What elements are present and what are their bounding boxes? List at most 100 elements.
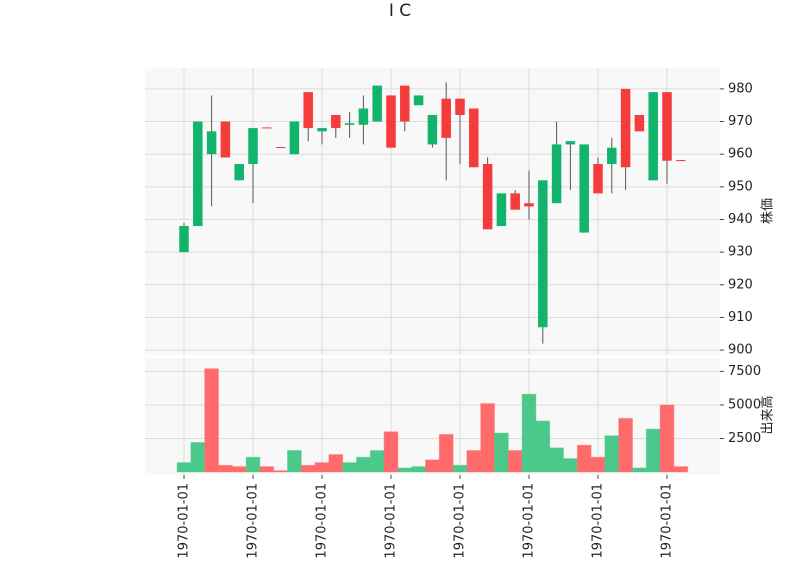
volume-bar	[563, 458, 578, 473]
candle-body	[275, 147, 286, 149]
candle-body	[441, 98, 451, 138]
candle-body	[579, 144, 589, 233]
volume-bar	[618, 417, 634, 473]
volume-bar	[576, 444, 592, 473]
volume-bar	[356, 456, 371, 473]
candle-body	[496, 193, 507, 227]
candle-body	[317, 128, 327, 132]
x-tick-label: 1970-01-01	[384, 483, 399, 559]
x-tick-label: 1970-01-01	[246, 483, 261, 559]
volume-bar	[452, 464, 468, 473]
x-tick-label: 1970-01-01	[660, 483, 675, 559]
candle-body	[289, 121, 300, 155]
volume-bar	[494, 432, 509, 473]
candle-body	[607, 147, 617, 164]
volume-bar	[659, 404, 675, 473]
candle-body	[455, 98, 465, 116]
candle-body	[372, 85, 382, 122]
volume-bar	[273, 470, 289, 473]
y-axis-label: 株価	[761, 198, 776, 224]
volume-tick-label: 2500	[728, 431, 761, 446]
volume-bar	[425, 459, 440, 473]
candle-body	[358, 108, 369, 125]
volume-bar	[645, 428, 661, 473]
candle-body	[482, 163, 493, 230]
x-tick-label: 1970-01-01	[591, 483, 606, 559]
x-tick-label: 1970-01-01	[453, 483, 468, 559]
volume-bar	[245, 456, 261, 473]
candle-body	[400, 85, 410, 122]
volume-bar	[204, 368, 219, 473]
volume-bar	[342, 462, 358, 473]
volume-bar	[259, 466, 275, 473]
volume-bar	[287, 450, 302, 473]
candle-body	[179, 226, 189, 253]
candle-body	[206, 131, 217, 155]
candle-body	[551, 144, 562, 204]
candle-body	[620, 88, 631, 168]
y-tick-label: 960	[728, 147, 753, 162]
candle-body	[248, 128, 258, 164]
volume-bar	[632, 467, 647, 473]
volume-bar	[176, 462, 192, 473]
volume-panel	[145, 358, 720, 475]
y-tick-label: 920	[728, 277, 753, 292]
candle-body	[648, 92, 658, 181]
volume-bar	[590, 456, 606, 473]
candle-body	[331, 115, 341, 129]
candle-body	[386, 95, 396, 148]
volume-tick-label: 7500	[728, 364, 761, 379]
candle-body	[565, 141, 576, 145]
volume-bar	[314, 462, 330, 473]
volume-bar	[383, 431, 399, 473]
volume-bar	[480, 403, 496, 473]
candle-body	[510, 193, 520, 210]
volume-tick-label: 5000	[728, 397, 761, 412]
volume-bar	[190, 441, 206, 473]
volume-bar	[411, 466, 427, 473]
candle-body	[662, 92, 672, 161]
candle-body	[344, 123, 355, 125]
volume-bar	[507, 450, 523, 473]
candle-body	[303, 92, 313, 129]
candle-body	[524, 203, 534, 207]
candle-body	[193, 121, 203, 227]
volume-bar	[466, 450, 482, 473]
y-tick-label: 980	[728, 81, 753, 96]
volume-bar	[218, 464, 233, 473]
candle-body	[676, 160, 686, 162]
volume-bar	[369, 450, 385, 473]
chart-title: I C	[389, 1, 411, 21]
volume-axis-label: 出来高	[760, 395, 776, 434]
candle-body	[234, 163, 244, 181]
volume-bar	[521, 393, 537, 473]
volume-bar	[231, 466, 247, 473]
y-tick-label: 900	[728, 343, 753, 358]
candle-body	[538, 180, 548, 328]
y-tick-label: 970	[728, 114, 753, 129]
candle-body	[427, 115, 438, 145]
volume-bar	[328, 454, 344, 473]
volume-bar	[604, 435, 620, 473]
x-tick-label: 1970-01-01	[315, 483, 330, 559]
x-tick-label: 1970-01-01	[177, 483, 192, 559]
volume-bar	[535, 420, 551, 473]
y-tick-label: 940	[728, 212, 753, 227]
candle-body	[634, 115, 645, 132]
candle-body	[469, 108, 479, 168]
y-tick-label: 910	[728, 310, 753, 325]
y-tick-label: 930	[728, 245, 753, 260]
candle-body	[262, 127, 272, 129]
volume-bar	[300, 464, 316, 473]
price-panel	[145, 68, 720, 355]
volume-bar	[673, 466, 689, 473]
volume-bar	[549, 447, 565, 473]
candle-body	[593, 163, 603, 194]
x-tick-label: 1970-01-01	[522, 483, 537, 559]
candle-body	[220, 121, 231, 158]
volume-bar	[397, 467, 413, 473]
candle-body	[413, 95, 424, 106]
volume-bar	[438, 433, 454, 473]
y-tick-label: 950	[728, 179, 753, 194]
